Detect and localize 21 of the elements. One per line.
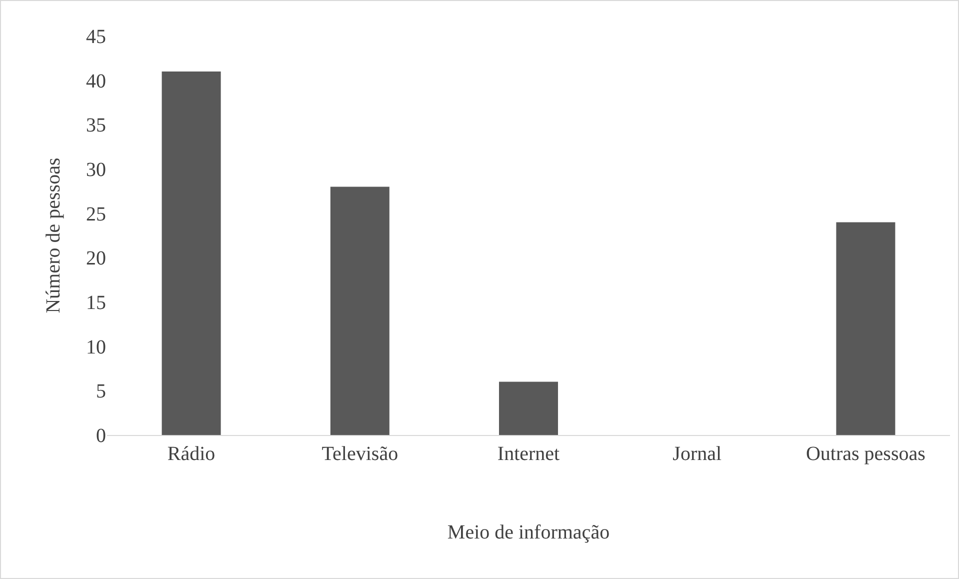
bar <box>162 71 221 435</box>
x-tick-label: Rádio <box>167 443 216 465</box>
x-tick-label: Internet <box>497 443 560 465</box>
x-tick-label: Jornal <box>672 443 722 465</box>
y-tick-label: 25 <box>86 203 106 226</box>
bar <box>836 222 896 435</box>
x-tick-label: Televisão <box>322 443 398 465</box>
bar <box>330 186 390 435</box>
y-axis-title: Número de pessoas <box>42 158 64 314</box>
bar <box>499 382 558 435</box>
y-tick-label: 5 <box>96 380 106 403</box>
x-axis-title: Meio de informação <box>447 522 610 544</box>
x-tick-label: Outras pessoas <box>806 443 926 465</box>
y-tick-label: 20 <box>86 248 106 270</box>
y-tick-label: 0 <box>96 425 106 447</box>
y-tick-label: 35 <box>86 114 106 137</box>
y-tick-label: 10 <box>86 336 106 358</box>
y-tick-label: 30 <box>86 159 106 181</box>
y-tick-label: 40 <box>86 70 106 92</box>
y-tick-label: 45 <box>86 26 106 48</box>
y-tick-label: 15 <box>86 292 106 314</box>
